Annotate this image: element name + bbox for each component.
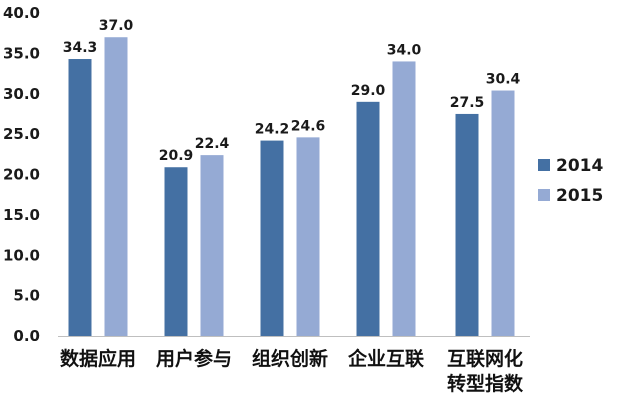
bars-group xyxy=(68,37,515,337)
y-tick-label: 5.0 xyxy=(13,287,40,305)
x-category-label: 转型指数 xyxy=(447,372,524,395)
data-label-2015-2: 24.6 xyxy=(291,118,326,134)
bar-2015-1 xyxy=(200,155,224,336)
y-tick-label: 10.0 xyxy=(3,246,40,264)
bar-2014-1 xyxy=(164,167,188,336)
bar-2014-3 xyxy=(356,101,380,336)
data-label-2015-3: 34.0 xyxy=(387,42,422,58)
y-tick-label: 25.0 xyxy=(3,125,40,143)
y-tick-label: 0.0 xyxy=(13,327,40,345)
x-category-label: 数据应用 xyxy=(60,347,136,370)
data-label-2015-1: 22.4 xyxy=(195,136,230,152)
bar-2015-4 xyxy=(491,90,515,337)
data-label-2014-2: 24.2 xyxy=(255,122,290,138)
x-category-label: 组织创新 xyxy=(252,347,328,370)
legend-label-2015: 2015 xyxy=(556,186,603,206)
data-label-2014-0: 34.3 xyxy=(63,40,98,56)
legend-swatch-2015 xyxy=(538,189,550,201)
data-label-2014-3: 29.0 xyxy=(351,83,386,99)
bar-2015-3 xyxy=(392,61,416,336)
y-tick-label: 35.0 xyxy=(3,44,40,62)
data-labels-group: 34.337.0 20.922.4 24.2 24.6 29.0 34.0 27.530.4 xyxy=(63,18,521,164)
data-label-2014-1: 20.9 xyxy=(159,148,194,164)
x-category-label: 互联网化 xyxy=(447,347,523,370)
data-label-2015-0: 37.0 xyxy=(99,18,134,34)
legend-swatch-2014 xyxy=(538,159,550,171)
y-axis: 0.0 5.0 10.0 15.0 20.0 25.0 30.0 35.0 40.0 xyxy=(3,4,40,345)
bar-2015-0 xyxy=(104,37,128,336)
x-category-label: 用户参与 xyxy=(156,347,232,370)
y-tick-label: 30.0 xyxy=(3,85,40,103)
legend: 2014 2015 xyxy=(538,156,603,206)
y-tick-label: 20.0 xyxy=(3,166,40,184)
data-label-2015-4: 30.4 xyxy=(486,72,521,88)
x-category-label: 企业互联 xyxy=(347,347,424,370)
bar-2014-4 xyxy=(455,113,479,336)
bar-2014-0 xyxy=(68,59,92,337)
bar-2014-2 xyxy=(260,140,284,336)
y-tick-label: 15.0 xyxy=(3,206,40,224)
y-tick-label: 40.0 xyxy=(3,4,40,22)
legend-label-2014: 2014 xyxy=(556,156,603,176)
bar-2015-2 xyxy=(296,137,320,336)
data-label-2014-4: 27.5 xyxy=(450,95,485,111)
